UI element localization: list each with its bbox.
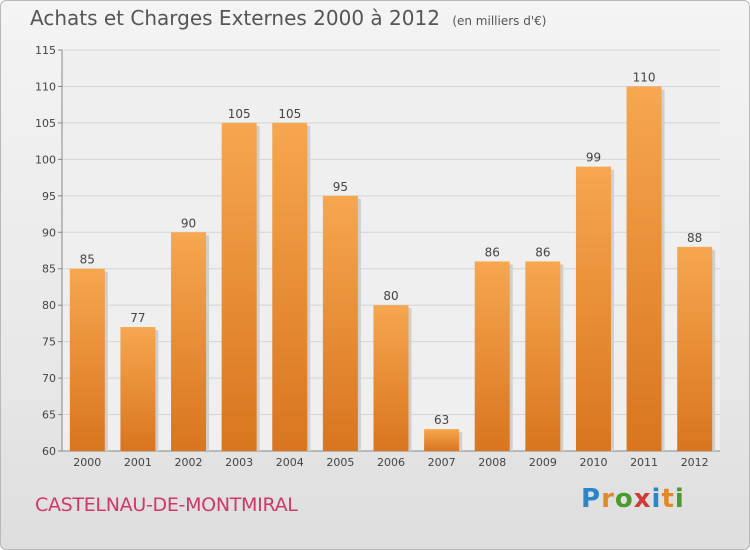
logo-letter: o: [614, 484, 634, 514]
logo-letter: t: [661, 484, 675, 514]
bar: [322, 195, 358, 451]
x-tick-label: 2003: [225, 456, 253, 469]
proxiti-logo: Proxiti: [581, 484, 685, 514]
y-tick-label: 60: [42, 445, 56, 458]
y-tick-label: 65: [42, 409, 56, 422]
bar: [525, 261, 561, 451]
x-tick-label: 2000: [73, 456, 101, 469]
y-tick-label: 85: [42, 263, 56, 276]
bar-value-label: 99: [586, 151, 601, 165]
logo-letter: i: [651, 484, 662, 514]
bar-value-label: 77: [130, 311, 145, 325]
bar: [171, 232, 207, 451]
bar-value-label: 95: [333, 180, 348, 194]
bar: [272, 122, 308, 451]
bar: [373, 305, 409, 451]
x-tick-label: 2006: [377, 456, 405, 469]
y-tick-label: 90: [42, 226, 56, 239]
location-label: CASTELNAU-DE-MONTMIRAL: [35, 494, 298, 516]
y-tick-label: 80: [42, 299, 56, 312]
y-tick-label: 105: [35, 117, 56, 130]
logo-letter: i: [674, 484, 685, 514]
y-tick-label: 70: [42, 372, 56, 385]
y-tick-label: 110: [35, 80, 56, 93]
x-tick-label: 2002: [175, 456, 203, 469]
bar-value-label: 88: [687, 231, 702, 245]
bar-value-label: 86: [535, 245, 550, 259]
x-tick-label: 2004: [276, 456, 304, 469]
logo-letter: x: [633, 484, 652, 514]
x-tick-label: 2012: [681, 456, 709, 469]
bar-value-label: 110: [633, 70, 656, 84]
y-tick-label: 115: [35, 44, 56, 57]
chart-subtitle: (en milliers d'€): [452, 14, 547, 28]
x-tick-label: 2010: [579, 456, 607, 469]
logo-letter: P: [581, 484, 602, 514]
bar: [677, 246, 713, 451]
bar-value-label: 105: [228, 107, 251, 121]
chart-title-text: Achats et Charges Externes 2000 à 2012: [30, 6, 440, 30]
bar: [221, 122, 257, 451]
logo-letter: r: [601, 484, 615, 514]
bar-value-label: 80: [383, 289, 398, 303]
bar: [69, 268, 105, 451]
bar: [120, 327, 156, 451]
x-tick-label: 2008: [478, 456, 506, 469]
bar: [474, 261, 510, 451]
y-tick-label: 100: [35, 153, 56, 166]
bar: [424, 429, 460, 451]
bar-value-label: 105: [278, 107, 301, 121]
x-tick-label: 2005: [326, 456, 354, 469]
bar: [575, 166, 611, 451]
x-tick-label: 2007: [428, 456, 456, 469]
y-tick-label: 75: [42, 336, 56, 349]
bar-value-label: 63: [434, 413, 449, 427]
bar: [626, 86, 662, 452]
x-tick-label: 2011: [630, 456, 658, 469]
y-tick-label: 95: [42, 190, 56, 203]
chart-title: Achats et Charges Externes 2000 à 2012 (…: [30, 6, 546, 30]
bar-value-label: 85: [80, 253, 95, 267]
bar-value-label: 90: [181, 216, 196, 230]
x-tick-label: 2001: [124, 456, 152, 469]
x-tick-label: 2009: [529, 456, 557, 469]
bar-value-label: 86: [485, 245, 500, 259]
